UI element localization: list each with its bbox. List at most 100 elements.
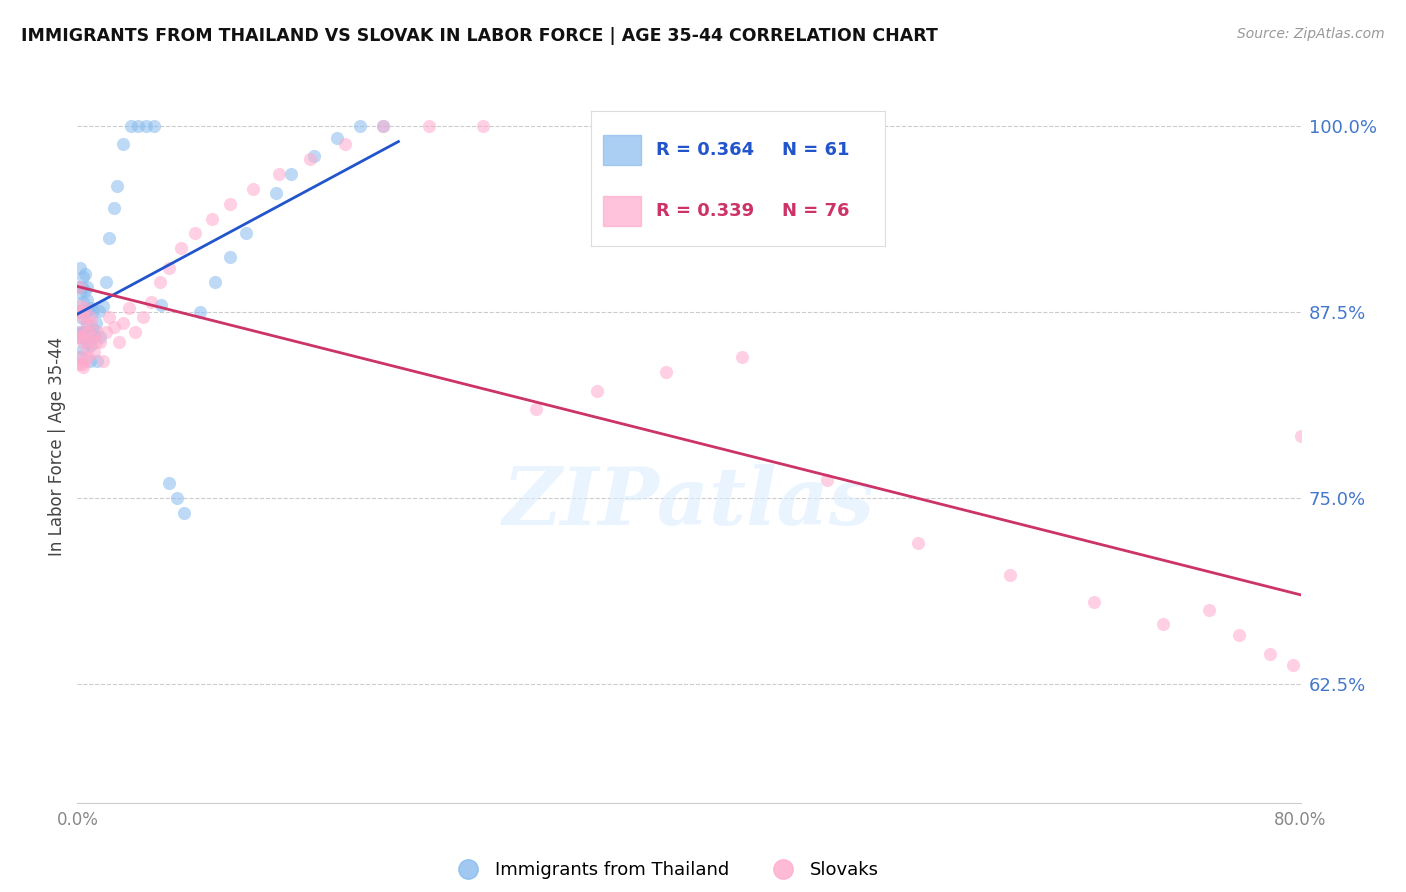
- Point: [82, 330, 104, 344]
- Point: [471, 120, 494, 134]
- Point: [112, 316, 135, 330]
- Point: [79, 354, 101, 368]
- Text: Source: ZipAtlas.com: Source: ZipAtlas.com: [1237, 27, 1385, 41]
- Point: [124, 325, 146, 339]
- Point: [69, 350, 91, 364]
- Point: [1405, 751, 1406, 765]
- Text: ZIPatlas: ZIPatlas: [503, 465, 875, 541]
- Point: [77, 325, 100, 339]
- Point: [655, 365, 678, 379]
- Point: [69, 325, 91, 339]
- Point: [242, 182, 264, 196]
- Point: [1289, 428, 1312, 442]
- Point: [349, 120, 371, 134]
- Point: [67, 330, 90, 344]
- Point: [70, 311, 93, 326]
- Point: [107, 334, 129, 349]
- Point: [1083, 595, 1105, 609]
- Point: [1152, 617, 1174, 632]
- Point: [84, 334, 107, 349]
- Point: [73, 327, 96, 342]
- Point: [72, 325, 94, 339]
- Point: [371, 120, 394, 134]
- Point: [69, 299, 91, 313]
- Point: [73, 301, 96, 315]
- Point: [79, 325, 101, 339]
- Point: [79, 310, 101, 324]
- Point: [304, 149, 326, 163]
- Point: [166, 491, 188, 505]
- Point: [73, 285, 96, 299]
- Point: [76, 316, 98, 330]
- Point: [139, 294, 162, 309]
- Point: [170, 241, 193, 255]
- Point: [70, 330, 93, 344]
- Point: [80, 338, 103, 352]
- Point: [67, 325, 90, 339]
- Point: [80, 301, 103, 315]
- Point: [907, 535, 929, 549]
- Point: [96, 325, 118, 339]
- Point: [1320, 558, 1343, 572]
- Point: [87, 303, 110, 318]
- Point: [142, 120, 165, 134]
- Point: [150, 298, 173, 312]
- Point: [1198, 602, 1220, 616]
- Text: IMMIGRANTS FROM THAILAND VS SLOVAK IN LABOR FORCE | AGE 35-44 CORRELATION CHART: IMMIGRANTS FROM THAILAND VS SLOVAK IN LA…: [21, 27, 938, 45]
- Point: [105, 178, 128, 193]
- Point: [1396, 762, 1406, 776]
- Point: [70, 330, 93, 344]
- Point: [524, 401, 547, 416]
- Point: [86, 354, 108, 368]
- Point: [69, 305, 91, 319]
- Point: [76, 280, 98, 294]
- Point: [98, 231, 121, 245]
- Point: [73, 267, 96, 281]
- Point: [135, 120, 157, 134]
- Point: [72, 360, 94, 375]
- Point: [67, 330, 90, 344]
- Point: [333, 137, 356, 152]
- Point: [1258, 647, 1281, 661]
- Point: [70, 305, 93, 319]
- Point: [184, 227, 207, 241]
- Point: [112, 137, 135, 152]
- Point: [120, 120, 142, 134]
- Point: [1229, 628, 1251, 642]
- Point: [77, 350, 100, 364]
- Point: [82, 303, 104, 318]
- Point: [70, 280, 93, 294]
- Point: [118, 301, 141, 315]
- Point: [204, 276, 226, 290]
- Point: [89, 334, 111, 349]
- Point: [1282, 657, 1305, 672]
- Point: [67, 280, 90, 294]
- Point: [1351, 583, 1374, 598]
- Legend: Immigrants from Thailand, Slovaks: Immigrants from Thailand, Slovaks: [443, 855, 887, 887]
- Point: [128, 120, 150, 134]
- Point: [72, 310, 94, 324]
- Point: [72, 334, 94, 349]
- Point: [83, 329, 105, 343]
- Point: [69, 285, 91, 300]
- Point: [70, 303, 93, 318]
- Point: [86, 325, 108, 339]
- Point: [201, 211, 224, 226]
- Point: [188, 305, 211, 319]
- Point: [298, 152, 321, 166]
- Point: [72, 269, 94, 284]
- Point: [1305, 539, 1327, 553]
- Point: [67, 357, 90, 371]
- Point: [69, 260, 91, 275]
- Point: [731, 350, 754, 364]
- Point: [67, 280, 90, 294]
- Point: [149, 276, 172, 290]
- Point: [76, 316, 98, 330]
- Point: [1365, 553, 1388, 567]
- Point: [82, 321, 104, 335]
- Point: [72, 294, 94, 309]
- Point: [72, 303, 94, 318]
- Point: [264, 186, 287, 201]
- Point: [89, 330, 111, 344]
- Point: [418, 120, 440, 134]
